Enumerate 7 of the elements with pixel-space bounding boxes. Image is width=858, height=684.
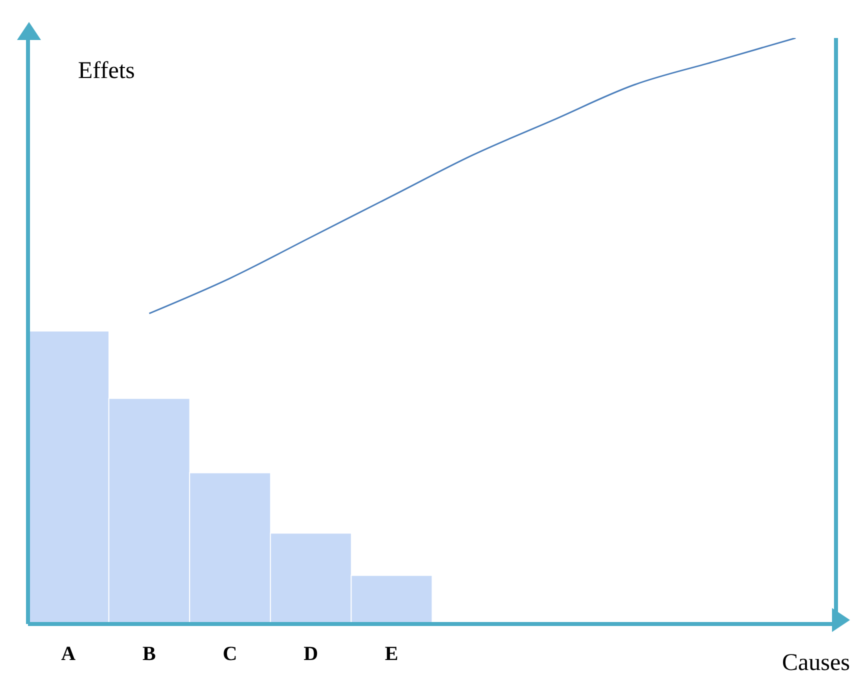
x-tick-label: C <box>222 643 238 666</box>
x-tick-label: E <box>384 643 398 666</box>
y-axis-title: Effets <box>78 58 135 85</box>
x-tick-label: A <box>61 643 76 666</box>
x-axis-title: Causes <box>782 650 850 677</box>
x-tick-label: D <box>304 643 318 666</box>
x-tick-label: B <box>142 643 156 666</box>
